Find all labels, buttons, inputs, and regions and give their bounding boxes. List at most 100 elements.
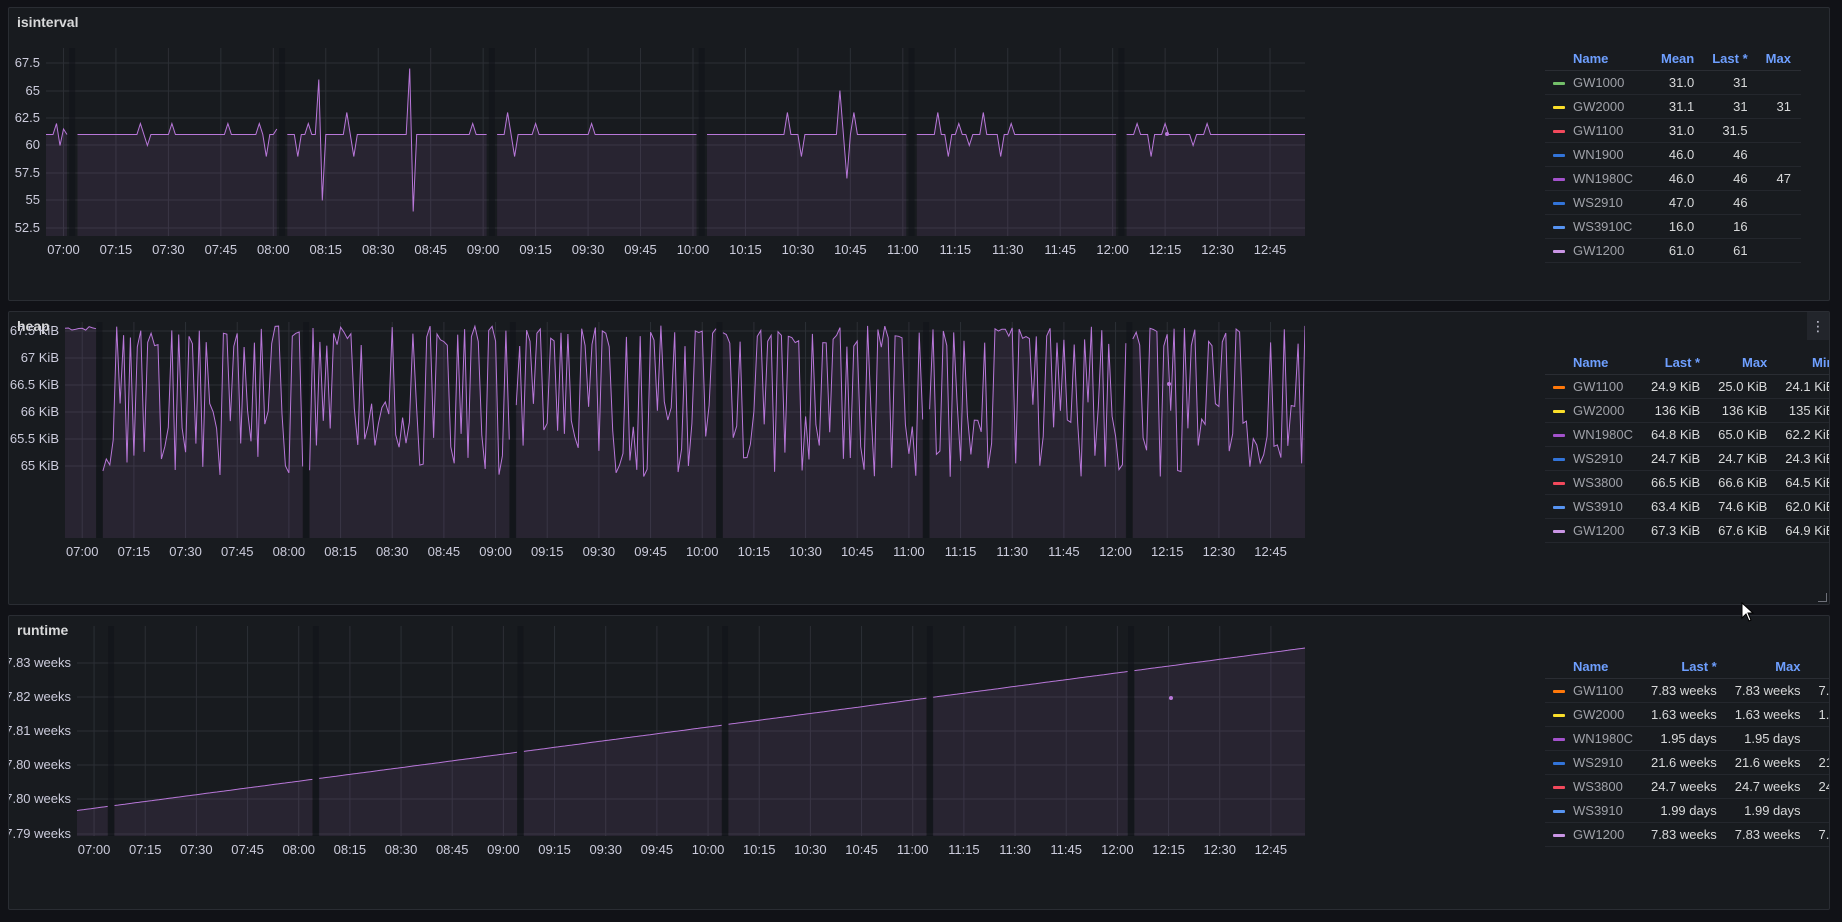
legend-series-name[interactable]: WS3800 <box>1545 774 1643 799</box>
series-line <box>319 751 518 779</box>
legend-row[interactable]: GW1000 31.0 31 <box>1545 70 1801 95</box>
data-gap <box>926 626 933 836</box>
series-color-swatch <box>1553 410 1565 414</box>
legend-series-name[interactable]: GW1200 <box>1545 822 1643 847</box>
x-tick-label: 09:15 <box>538 842 571 857</box>
legend-series-name[interactable]: GW1100 <box>1545 678 1643 703</box>
legend-series-name[interactable]: GW1200 <box>1545 238 1653 263</box>
panel-title[interactable]: runtime <box>17 622 69 638</box>
legend-series-name[interactable]: WN1900 <box>1545 142 1653 167</box>
x-tick-label: 10:45 <box>834 242 867 257</box>
x-tick-label: 11:00 <box>893 544 925 559</box>
panel-menu-icon[interactable]: ⋮ <box>1807 312 1829 340</box>
legend-header-3[interactable]: Max <box>1757 46 1801 71</box>
legend-series-label: GW1100 <box>1573 379 1624 394</box>
legend-series-name[interactable]: GW1200 <box>1545 518 1643 543</box>
legend-header-row: Name Mean Last * Max <box>1545 46 1801 71</box>
legend-row[interactable]: GW1200 61.0 61 <box>1545 238 1801 263</box>
legend-header-0[interactable]: Name <box>1545 46 1653 71</box>
legend-series-name[interactable]: WS2910 <box>1545 750 1643 775</box>
legend-header-1[interactable]: Last * <box>1642 350 1711 375</box>
legend-isinterval: Name Mean Last * Max GW1000 31.0 31 GW2000 31.1 3… <box>1545 46 1829 276</box>
legend-series-name[interactable]: GW1000 <box>1545 70 1653 95</box>
legend-series-label: GW2000 <box>1573 707 1625 722</box>
x-tick-label: 09:30 <box>572 242 605 257</box>
x-tick-label: 09:45 <box>641 842 674 857</box>
legend-series-name[interactable]: WN1980C <box>1545 166 1653 191</box>
x-tick-label: 10:00 <box>686 544 719 559</box>
legend-row[interactable]: GW2000 31.1 31 31 <box>1545 94 1801 119</box>
legend-value <box>1757 70 1801 95</box>
x-tick-label: 07:30 <box>152 242 185 257</box>
legend-row[interactable]: WS3910 1.99 days 1.99 days <box>1545 798 1829 823</box>
legend-value: 61 <box>1704 238 1758 263</box>
legend-row[interactable]: WS3910C 16.0 16 <box>1545 214 1801 239</box>
runtime-chart[interactable]: 7.79 weeks 7.80 weeks 7.80 weeks 7.81 weeks… <box>9 616 1549 911</box>
legend-header-0[interactable]: Name <box>1545 350 1643 375</box>
x-tick-label: 09:30 <box>589 842 622 857</box>
legend-header-3[interactable]: Min <box>1810 654 1829 679</box>
legend-header-2[interactable]: Max <box>1710 350 1778 375</box>
x-tick-label: 08:45 <box>414 242 447 257</box>
legend-series-name[interactable]: GW2000 <box>1545 702 1643 727</box>
legend-row[interactable]: WN1980C 1.95 days 1.95 days <box>1545 726 1829 751</box>
x-tick-label: 08:00 <box>273 544 306 559</box>
legend-row[interactable]: WS2910 47.0 46 <box>1545 190 1801 215</box>
legend-series-name[interactable]: GW1100 <box>1545 118 1653 143</box>
isinterval-chart[interactable]: 52.5 55 57.5 60 62.5 65 67.5 07:00 07:15 07:30 07:… <box>9 8 1549 302</box>
legend-series-name[interactable]: WS2910 <box>1545 190 1653 215</box>
legend-series-name[interactable]: WN1980C <box>1545 422 1643 447</box>
legend-series-name[interactable]: WN1980C <box>1545 726 1643 751</box>
legend-series-name[interactable]: WS3800 <box>1545 470 1643 495</box>
legend-series-name[interactable]: WS3910 <box>1545 798 1643 823</box>
legend-series-name[interactable]: GW1100 <box>1545 374 1643 399</box>
legend-series-name[interactable]: GW2000 <box>1545 398 1643 423</box>
legend-series-name[interactable]: GW2000 <box>1545 94 1653 119</box>
series-area-fill <box>77 806 108 836</box>
legend-header-1[interactable]: Last * <box>1642 654 1727 679</box>
series-area-fill <box>523 725 722 836</box>
legend-series-name[interactable]: WS2910 <box>1545 446 1643 471</box>
x-tick-label: 11:15 <box>948 842 980 857</box>
series-color-swatch <box>1553 250 1565 254</box>
legend-value: 67.6 KiB <box>1710 518 1778 543</box>
panel-title[interactable]: isinterval <box>17 14 79 30</box>
x-tick-label: 12:15 <box>1151 544 1184 559</box>
legend-header-2[interactable]: Last * <box>1704 46 1758 71</box>
legend-row[interactable]: WN1980C 46.0 46 47 <box>1545 166 1801 191</box>
legend-series-name[interactable]: WS3910 <box>1545 494 1643 519</box>
legend-row[interactable]: GW1100 31.0 31.5 <box>1545 118 1801 143</box>
legend-value: 31.1 <box>1653 94 1705 119</box>
series-line <box>523 724 722 752</box>
x-tick-label: 12:00 <box>1101 842 1134 857</box>
legend-value: 24.9 KiB <box>1642 374 1711 399</box>
legend-header-3[interactable]: Min <box>1777 350 1829 375</box>
legend-header-0[interactable]: Name <box>1545 654 1643 679</box>
x-tick-label: 09:45 <box>634 544 667 559</box>
x-tick-label: 12:15 <box>1149 242 1182 257</box>
panel-title[interactable]: heap <box>17 318 50 334</box>
x-tick-label: 08:30 <box>362 242 395 257</box>
legend-row[interactable]: WN1900 46.0 46 <box>1545 142 1801 167</box>
resize-handle[interactable] <box>1818 593 1827 602</box>
data-gap <box>698 48 705 236</box>
x-tick-label: 10:45 <box>845 842 878 857</box>
legend-header-2[interactable]: Max <box>1726 654 1811 679</box>
legend-header-1[interactable]: Mean <box>1653 46 1705 71</box>
data-gap <box>908 48 915 236</box>
heap-chart[interactable]: 65 KiB 65.5 KiB 66 KiB 66.5 KiB 67 KiB 67.5 K… <box>9 312 1549 606</box>
legend-series-name[interactable]: WS3910C <box>1545 214 1653 239</box>
series-color-swatch <box>1553 386 1565 390</box>
